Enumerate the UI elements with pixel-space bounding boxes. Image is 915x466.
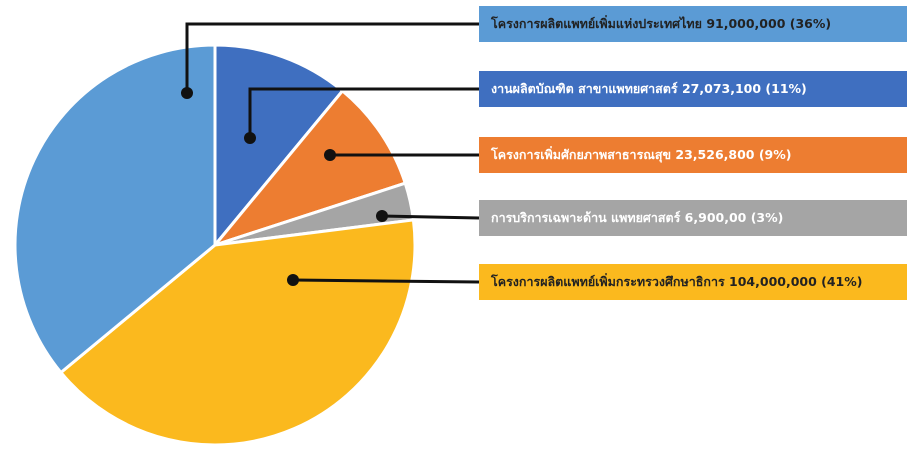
leader-dot <box>376 210 388 222</box>
legend-label: งานผลิตบัณฑิต สาขาแพทยศาสตร์ 27,073,100 … <box>479 71 907 107</box>
pie-slice <box>210 88 408 249</box>
pie-slice <box>58 218 417 447</box>
leader-line <box>248 87 479 138</box>
pie-slice <box>13 43 217 375</box>
leader-line <box>381 214 480 220</box>
leader-dot <box>287 274 299 286</box>
leader-dot <box>324 149 336 161</box>
leader-line <box>185 22 479 93</box>
leader-line <box>292 278 480 284</box>
legend-label: โครงการผลิตแพทย์เพิ่มแห่งประเทศไทย 91,00… <box>479 6 907 42</box>
legend-label: โครงการเพิ่มศักยภาพสาธารณสุข 23,526,800 … <box>479 137 907 173</box>
leader-dot <box>181 87 193 99</box>
pie-slice <box>213 43 345 250</box>
legend-label: โครงการผลิตแพทย์เพิ่มกระทรวงศึกษาธิการ 1… <box>479 264 907 300</box>
leader-dot <box>244 132 256 144</box>
legend-label: การบริการเฉพาะด้าน แพทยศาสตร์ 6,900,00 (… <box>479 200 907 236</box>
